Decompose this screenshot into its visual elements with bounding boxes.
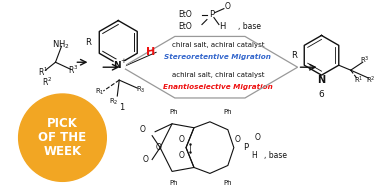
- Text: R$_1$: R$_1$: [94, 87, 104, 97]
- Circle shape: [14, 89, 111, 186]
- Text: R$^3$: R$^3$: [68, 64, 79, 76]
- Text: EtO: EtO: [178, 10, 192, 19]
- Text: , base: , base: [264, 151, 287, 160]
- Text: Ph: Ph: [170, 180, 178, 186]
- Text: PICK: PICK: [47, 117, 78, 130]
- Text: Stereoretentive Migration: Stereoretentive Migration: [164, 54, 271, 60]
- Text: R: R: [85, 38, 91, 47]
- Text: R$^1$: R$^1$: [354, 74, 364, 86]
- Circle shape: [113, 59, 125, 71]
- Text: EtO: EtO: [178, 22, 192, 31]
- Text: NH$_2$: NH$_2$: [52, 38, 69, 51]
- Text: R$^1$: R$^1$: [39, 66, 49, 78]
- Text: chiral salt, achiral catalyst: chiral salt, achiral catalyst: [172, 42, 264, 48]
- Text: O: O: [235, 135, 241, 144]
- Text: R$^2$: R$^2$: [42, 76, 53, 88]
- Text: H: H: [251, 151, 257, 160]
- Text: O: O: [255, 133, 261, 142]
- Text: Ph: Ph: [223, 109, 232, 115]
- Circle shape: [19, 94, 106, 181]
- Text: O: O: [225, 2, 231, 11]
- Text: H: H: [146, 47, 155, 57]
- Text: R$_3$: R$_3$: [136, 85, 146, 95]
- Text: O: O: [179, 135, 185, 144]
- Text: 6: 6: [319, 91, 324, 99]
- Text: O: O: [142, 155, 148, 164]
- Text: 1: 1: [119, 103, 124, 112]
- Text: +: +: [120, 58, 126, 64]
- Text: O: O: [155, 143, 161, 152]
- Text: R: R: [291, 51, 297, 60]
- Text: P: P: [243, 143, 248, 152]
- Text: P: P: [209, 10, 214, 19]
- Text: N: N: [113, 61, 121, 70]
- Text: achiral salt, chiral catalyst: achiral salt, chiral catalyst: [172, 72, 264, 78]
- Text: O: O: [139, 125, 145, 134]
- Text: Enantioselective Migration: Enantioselective Migration: [163, 84, 273, 90]
- Text: Ph: Ph: [223, 180, 232, 186]
- Text: , base: , base: [238, 22, 261, 31]
- Text: R$^3$: R$^3$: [360, 55, 370, 66]
- Text: N: N: [318, 75, 325, 85]
- Text: H: H: [219, 22, 225, 31]
- Text: R$^2$: R$^2$: [366, 74, 375, 86]
- Text: R$_2$: R$_2$: [110, 97, 119, 107]
- Text: WEEK: WEEK: [43, 145, 82, 158]
- Text: Ph: Ph: [170, 109, 178, 115]
- Text: O: O: [179, 151, 185, 160]
- Text: OF THE: OF THE: [39, 131, 87, 144]
